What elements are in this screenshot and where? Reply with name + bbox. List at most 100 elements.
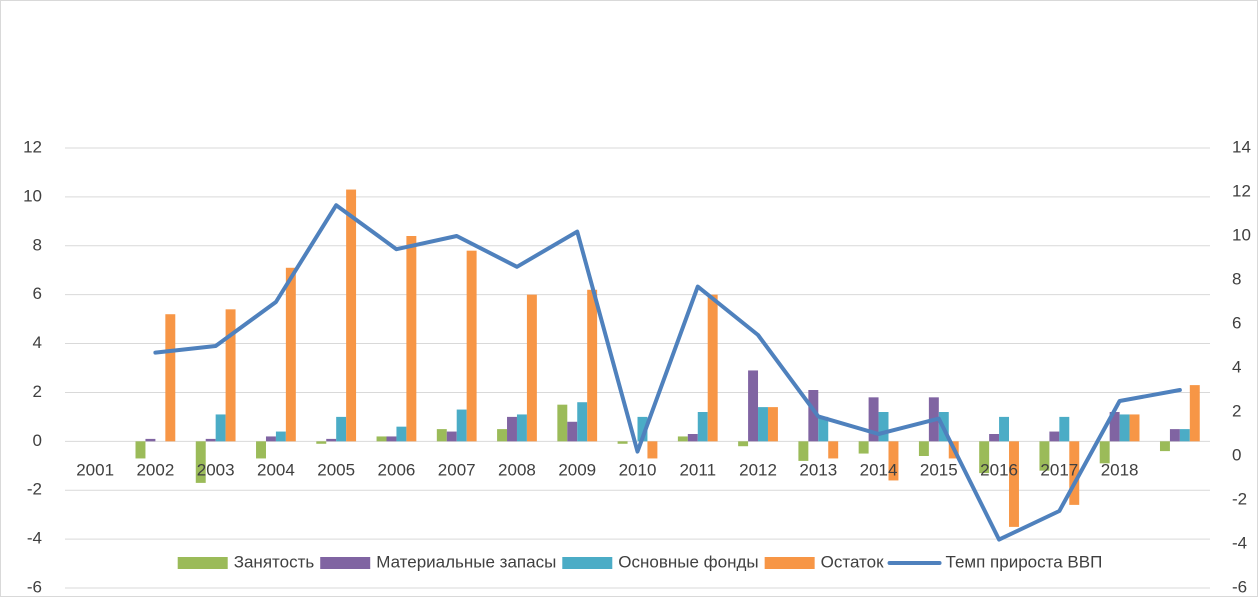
bar (707, 294, 718, 442)
bar (979, 441, 990, 474)
bar (145, 438, 156, 442)
y-tick-label: 8 (33, 235, 42, 254)
y2-tick-label: -2 (1232, 489, 1247, 508)
bar (557, 404, 568, 442)
y2-tick-label: 2 (1232, 401, 1241, 420)
x-tick-label: 2004 (257, 460, 295, 479)
bar (456, 409, 467, 442)
x-tick-label: 2014 (860, 460, 898, 479)
bar (577, 402, 588, 442)
bar (516, 414, 527, 442)
y-tick-label: -4 (27, 529, 42, 548)
y2-tick-label: -4 (1232, 533, 1247, 552)
bar (466, 250, 477, 442)
bar (697, 412, 708, 442)
bar (1099, 441, 1110, 464)
bar (567, 421, 578, 442)
y2-tick-label: 12 (1232, 181, 1251, 200)
y-tick-label: -2 (27, 480, 42, 499)
y-tick-label: 12 (23, 137, 42, 156)
bar (808, 390, 819, 442)
legend-label: Темп прироста ВВП (946, 552, 1103, 571)
bar (918, 441, 929, 456)
bar (687, 434, 698, 442)
bar (878, 412, 889, 442)
bar (285, 267, 296, 442)
bar (989, 434, 1000, 442)
y-tick-label: 4 (33, 333, 42, 352)
y2-tick-label: 14 (1232, 137, 1251, 156)
bar (828, 441, 839, 459)
bar (1039, 441, 1050, 471)
x-tick-label: 2016 (980, 460, 1018, 479)
bar (256, 441, 266, 459)
bar (497, 429, 508, 442)
bar (767, 407, 778, 442)
bar (1069, 441, 1080, 505)
bar (265, 436, 276, 442)
bar (135, 441, 146, 459)
bar (446, 431, 457, 442)
bar (999, 416, 1010, 442)
bar (386, 436, 397, 442)
legend-label: Занятость (234, 552, 315, 571)
y2-tick-label: 10 (1232, 225, 1251, 244)
bar (336, 416, 347, 442)
legend-key (177, 557, 228, 569)
bar (526, 294, 537, 442)
bar (507, 416, 517, 442)
bar (1059, 416, 1070, 442)
x-tick-label: 2001 (76, 460, 114, 479)
bar (587, 289, 598, 442)
bar (275, 431, 286, 442)
y-tick-label: -6 (27, 577, 42, 596)
bar (436, 429, 447, 442)
x-tick-label: 2017 (1040, 460, 1078, 479)
legend-key (320, 557, 371, 569)
x-tick-label: 2010 (619, 460, 657, 479)
legend-key (562, 557, 613, 569)
bar (748, 370, 759, 442)
x-tick-label: 2009 (558, 460, 596, 479)
bar (738, 441, 749, 447)
y2-tick-label: 0 (1232, 445, 1241, 464)
bar (677, 436, 688, 442)
bar (868, 397, 879, 442)
bar (1009, 441, 1019, 527)
bar (1179, 429, 1190, 442)
y2-tick-label: 8 (1232, 269, 1241, 288)
bar (1129, 414, 1140, 442)
y2-tick-label: 4 (1232, 357, 1241, 376)
x-tick-label: 2013 (799, 460, 837, 479)
bar (1109, 412, 1120, 442)
y-tick-label: 6 (33, 284, 42, 303)
y2-tick-label: -6 (1232, 577, 1247, 596)
y-tick-label: 10 (23, 186, 42, 205)
bar (1169, 429, 1180, 442)
x-tick-label: 2003 (197, 460, 235, 479)
legend-label: Основные фонды (618, 552, 758, 571)
bar (165, 314, 176, 442)
bar (1159, 441, 1170, 452)
x-tick-label: 2005 (317, 460, 355, 479)
bar (758, 407, 768, 442)
bar (215, 414, 226, 442)
x-tick-label: 2018 (1101, 460, 1139, 479)
x-tick-label: 2002 (136, 460, 174, 479)
bar (858, 441, 869, 454)
bar (406, 236, 417, 442)
line (153, 203, 1182, 542)
x-tick-label: 2011 (679, 460, 716, 479)
bar (647, 441, 658, 459)
bar (376, 436, 387, 442)
bar (637, 416, 648, 442)
bar (1119, 414, 1130, 442)
legend-label: Остаток (821, 552, 884, 571)
x-tick-label: 2008 (498, 460, 536, 479)
x-tick-label: 2007 (438, 460, 476, 479)
bar (1189, 385, 1200, 442)
x-tick-label: 2012 (739, 460, 777, 479)
bar (316, 441, 327, 444)
